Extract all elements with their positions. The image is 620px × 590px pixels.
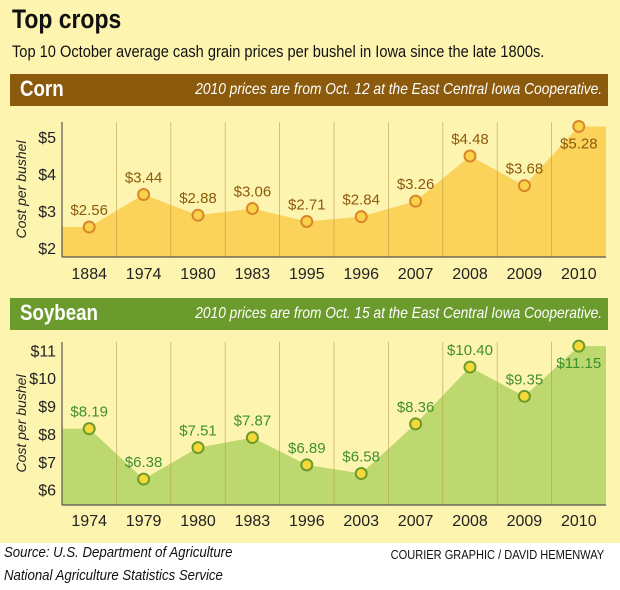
data-label: $6.89	[288, 440, 326, 457]
x-tick-label: 2007	[398, 513, 434, 530]
data-point	[354, 210, 368, 224]
y-axis-label: Cost per bushel	[13, 374, 29, 473]
source-line-2: National Agriculture Statistics Service	[4, 567, 223, 584]
y-tick-label: $10	[29, 371, 56, 388]
y-tick-label: $9	[38, 399, 56, 416]
data-point	[463, 360, 477, 374]
subtitle: Top 10 October average cash grain prices…	[12, 42, 545, 61]
data-point	[245, 431, 259, 445]
data-label: $2.84	[342, 192, 380, 209]
y-axis-label: Cost per bushel	[13, 140, 29, 239]
y-tick-label: $5	[38, 130, 56, 147]
x-tick-label: 2008	[452, 266, 488, 283]
x-tick-label: 2010	[561, 266, 597, 283]
x-tick-label: 1996	[343, 266, 379, 283]
data-point	[300, 458, 314, 472]
data-label: $8.19	[70, 404, 108, 421]
soybean-header-bar: Soybean 2010 prices are from Oct. 15 at …	[10, 298, 608, 330]
data-point	[517, 179, 531, 193]
x-tick-label: 2009	[507, 513, 543, 530]
corn-title: Corn	[20, 76, 64, 101]
data-label: $7.51	[179, 423, 217, 440]
data-label: $10.40	[447, 342, 493, 359]
page-title: Top crops	[12, 4, 122, 34]
corn-header-bar: Corn 2010 prices are from Oct. 12 at the…	[10, 74, 608, 106]
data-label: $3.26	[397, 176, 435, 193]
data-point	[409, 417, 423, 431]
data-label: $7.87	[234, 413, 272, 430]
data-point	[137, 472, 151, 486]
source-line-1: Source: U.S. Department of Agriculture	[4, 544, 233, 561]
data-point	[82, 220, 96, 234]
x-tick-label: 1979	[126, 513, 162, 530]
data-point	[245, 202, 259, 216]
data-label: $3.68	[506, 161, 544, 178]
data-point	[572, 339, 586, 353]
x-tick-label: 2007	[398, 266, 434, 283]
x-tick-label: 1983	[235, 513, 271, 530]
data-label: $3.44	[125, 169, 163, 186]
x-tick-label: 1980	[180, 513, 216, 530]
area-fill	[62, 346, 606, 505]
x-tick-label: 1983	[235, 266, 271, 283]
data-point	[191, 441, 205, 455]
data-label: $11.15	[556, 355, 601, 372]
data-label: $9.35	[506, 371, 544, 388]
soybean-note: 2010 prices are from Oct. 15 at the East…	[195, 305, 602, 322]
data-point	[137, 187, 151, 201]
x-tick-label: 2003	[343, 513, 379, 530]
data-label: $2.56	[70, 202, 108, 219]
x-tick-label: 1974	[71, 513, 107, 530]
data-label: $3.06	[234, 184, 272, 201]
y-tick-label: $2	[38, 241, 56, 258]
y-tick-label: $3	[38, 204, 56, 221]
data-label: $2.71	[288, 196, 326, 213]
soybean-title: Soybean	[20, 300, 98, 325]
x-tick-label: 1884	[71, 266, 107, 283]
corn-chart: $2 $3 $4 $5 Cost per bushel $2.56 1884 $3.44 197…	[13, 119, 606, 283]
data-point	[517, 389, 531, 403]
y-tick-label: $4	[38, 167, 56, 184]
y-tick-label: $7	[38, 455, 56, 472]
data-point	[463, 149, 477, 163]
graphic-credit: COURIER GRAPHIC / DAVID HEMENWAY	[390, 547, 604, 562]
y-tick-label: $8	[38, 427, 56, 444]
data-label: $6.58	[342, 449, 380, 466]
data-point	[191, 208, 205, 222]
data-point	[409, 194, 423, 208]
data-label: $5.28	[560, 135, 598, 152]
data-point	[300, 214, 314, 228]
data-point	[354, 467, 368, 481]
x-tick-label: 2008	[452, 513, 488, 530]
y-tick-label: $11	[30, 343, 56, 360]
x-tick-label: 1974	[126, 266, 162, 283]
data-label: $2.88	[179, 190, 217, 207]
x-tick-label: 2010	[561, 513, 597, 530]
x-tick-label: 1996	[289, 513, 325, 530]
x-tick-label: 1980	[180, 266, 216, 283]
x-tick-label: 2009	[507, 266, 543, 283]
data-point	[572, 119, 586, 133]
y-tick-label: $6	[38, 483, 56, 500]
x-tick-label: 1995	[289, 266, 325, 283]
data-point	[82, 422, 96, 436]
corn-note: 2010 prices are from Oct. 12 at the East…	[195, 81, 602, 98]
data-label: $6.38	[125, 454, 163, 471]
data-label: $4.48	[451, 131, 489, 148]
data-label: $8.36	[397, 399, 435, 416]
